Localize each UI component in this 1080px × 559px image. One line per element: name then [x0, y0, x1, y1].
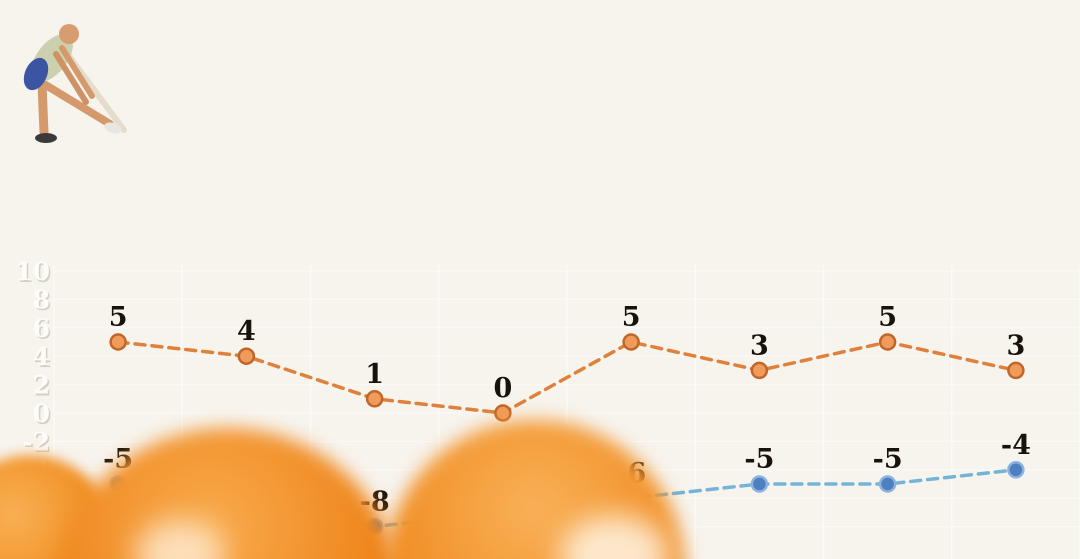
high-temp-value-label: 5 [622, 302, 641, 333]
high-temp-value-label: 3 [750, 330, 769, 361]
y-axis-tick: 8 [33, 285, 50, 314]
low-temp-marker [878, 475, 897, 493]
high-temp-marker [878, 333, 897, 351]
high-temp-marker [365, 390, 384, 408]
high-temp-marker [750, 361, 769, 380]
y-axis-tick-shadow: 8 [34, 287, 51, 316]
y-axis-tick-shadow: 4 [34, 344, 51, 373]
high-temp-marker [109, 333, 127, 351]
y-axis-tick-shadow: 0 [34, 401, 51, 430]
high-temp-value-label: 5 [878, 302, 897, 333]
high-temp-marker [237, 347, 256, 365]
low-temp-value-label: -4 [1001, 430, 1031, 461]
high-temp-value-label: 1 [365, 359, 384, 390]
low-temp-value-label: -5 [744, 444, 774, 475]
high-temp-marker [1007, 361, 1025, 380]
low-temp-value-label: -5 [873, 444, 903, 475]
y-axis-tick: 0 [33, 399, 50, 428]
y-axis-tick: 10 [15, 257, 50, 286]
high-temp-value-label: 3 [1006, 330, 1025, 361]
high-temp-marker [622, 333, 640, 351]
high-temp-marker [494, 404, 512, 422]
y-axis-tick-shadow: 10 [17, 259, 52, 288]
y-axis-tick: 6 [33, 314, 50, 343]
y-axis-tick: 4 [33, 342, 50, 371]
high-temp-value-label: 5 [109, 302, 128, 333]
farmer-figure-illustration [23, 20, 127, 143]
high-temp-line [116, 340, 1018, 415]
low-temp-line [116, 468, 1018, 529]
y-axis-tick-shadow: -2 [24, 429, 52, 458]
high-temp-value-label: 0 [493, 373, 512, 404]
y-axis-tick: -2 [22, 427, 50, 456]
y-axis-tick: 2 [33, 371, 50, 400]
y-axis-tick-shadow: 6 [34, 316, 51, 345]
y-axis-tick-shadow: 2 [34, 372, 51, 401]
low-temp-marker [750, 475, 769, 493]
low-temp-marker [1007, 461, 1025, 479]
high-temp-value-label: 4 [237, 316, 256, 347]
